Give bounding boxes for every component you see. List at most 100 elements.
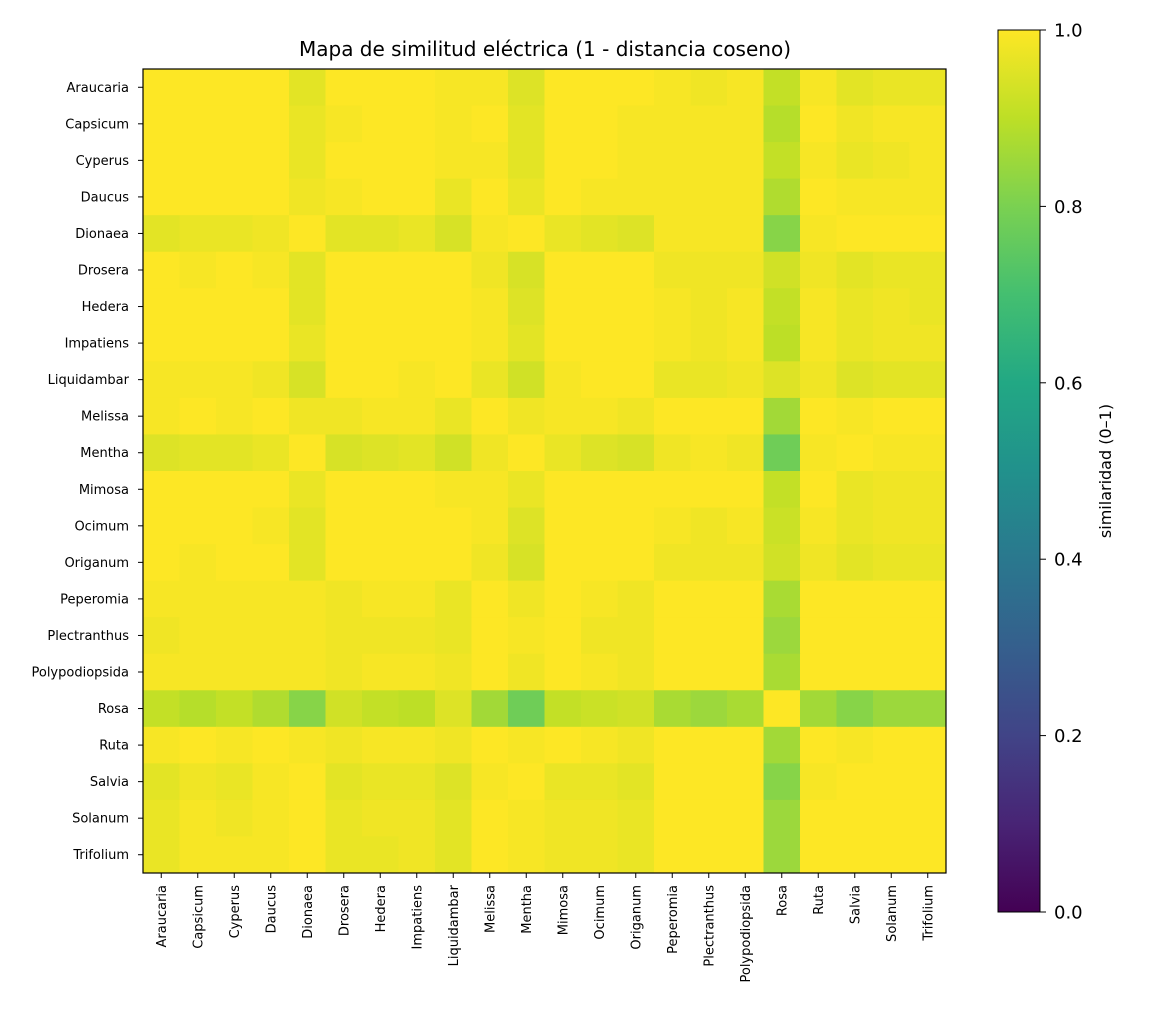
heatmap-cell <box>471 251 509 289</box>
heatmap-cell <box>435 178 472 216</box>
heatmap-cell <box>435 69 472 107</box>
heatmap-cell <box>544 580 582 618</box>
heatmap-cell <box>909 142 947 180</box>
heatmap-cell <box>398 471 436 509</box>
heatmap-cell <box>544 69 582 107</box>
x-tick-label: Salvia <box>848 885 863 924</box>
heatmap-cell <box>471 799 509 837</box>
heatmap-cell <box>471 105 509 143</box>
heatmap-cell <box>471 507 509 545</box>
heatmap-cell <box>909 69 947 107</box>
heatmap-cell <box>690 653 728 691</box>
x-axis: Araucaria Capsicum Cyperus Daucus Dionaea Dro… <box>155 873 936 983</box>
heatmap-cell <box>471 324 509 362</box>
heatmap-cell <box>398 178 436 216</box>
heatmap-cell <box>690 178 728 216</box>
heatmap-cell <box>581 763 618 801</box>
heatmap-cell <box>763 434 801 472</box>
heatmap-cell <box>216 690 253 728</box>
x-tick-label: Mentha <box>520 885 535 934</box>
heatmap-cell <box>873 763 910 801</box>
heatmap-cell <box>544 397 582 435</box>
heatmap-cell <box>179 142 217 180</box>
heatmap-cell <box>362 617 399 655</box>
heatmap-cell <box>143 251 180 289</box>
y-tick-label: Capsicum <box>65 117 129 132</box>
heatmap-cell <box>654 726 691 764</box>
heatmap-cell <box>252 69 290 107</box>
heatmap-cell <box>581 105 618 143</box>
heatmap-cell <box>325 544 363 582</box>
heatmap-cell <box>836 178 874 216</box>
heatmap-cell <box>435 544 472 582</box>
heatmap-cell <box>763 763 801 801</box>
heatmap-cell <box>143 690 180 728</box>
heatmap-cell <box>143 105 180 143</box>
heatmap-cell <box>289 361 326 399</box>
heatmap-cell <box>216 397 253 435</box>
heatmap-cell <box>617 799 655 837</box>
heatmap-cell <box>179 690 217 728</box>
heatmap-cell <box>690 288 728 326</box>
heatmap-cell <box>362 361 399 399</box>
heatmap-cell <box>544 471 582 509</box>
heatmap-cell <box>471 690 509 728</box>
heatmap-cell <box>654 324 691 362</box>
y-tick-label: Polypodiopsida <box>31 666 129 681</box>
heatmap-cell <box>654 544 691 582</box>
y-tick-label: Ocimum <box>74 519 129 534</box>
heatmap-cell <box>544 324 582 362</box>
heatmap-cell <box>508 178 545 216</box>
heatmap-cell <box>800 215 837 253</box>
heatmap-cell <box>873 361 910 399</box>
heatmap-cell <box>727 726 764 764</box>
heatmap-cell <box>544 288 582 326</box>
heatmap-cell <box>617 726 655 764</box>
colorbar-tick-label: 0.8 <box>1054 197 1083 218</box>
heatmap-cell <box>617 617 655 655</box>
heatmap-cell <box>143 324 180 362</box>
heatmap-cell <box>289 178 326 216</box>
heatmap-cell <box>289 434 326 472</box>
heatmap-cell <box>581 653 618 691</box>
heatmap-cell <box>800 251 837 289</box>
heatmap-cell <box>836 288 874 326</box>
heatmap-cell <box>252 471 290 509</box>
heatmap-cell <box>690 397 728 435</box>
y-tick-label: Hedera <box>82 300 129 315</box>
heatmap-cell <box>179 288 217 326</box>
heatmap-cell <box>362 288 399 326</box>
heatmap-cell <box>690 361 728 399</box>
heatmap-cell <box>289 215 326 253</box>
heatmap-cell <box>581 471 618 509</box>
heatmap-cell <box>654 471 691 509</box>
heatmap-cell <box>654 434 691 472</box>
heatmap-cell <box>727 215 764 253</box>
heatmap-cell <box>216 215 253 253</box>
heatmap-cell <box>800 726 837 764</box>
heatmap-cell <box>179 471 217 509</box>
heatmap-cell <box>727 288 764 326</box>
heatmap-cell <box>179 324 217 362</box>
heatmap-cell <box>544 763 582 801</box>
heatmap-cell <box>654 215 691 253</box>
heatmap-cell <box>763 544 801 582</box>
heatmap-cell <box>654 836 691 874</box>
heatmap-cell <box>252 836 290 874</box>
heatmap-cell <box>836 617 874 655</box>
heatmap-cell <box>143 726 180 764</box>
plot-frame <box>142 68 947 874</box>
heatmap-cell <box>435 653 472 691</box>
heatmap-cell <box>143 178 180 216</box>
heatmap-cell <box>690 142 728 180</box>
heatmap-cell <box>325 361 363 399</box>
heatmap-cell <box>873 434 910 472</box>
heatmap-cell <box>508 142 545 180</box>
heatmap-cell <box>654 617 691 655</box>
heatmap-cell <box>909 251 947 289</box>
heatmap-cell <box>362 251 399 289</box>
heatmap-cell <box>289 726 326 764</box>
heatmap-cell <box>763 580 801 618</box>
heatmap-cell <box>398 507 436 545</box>
